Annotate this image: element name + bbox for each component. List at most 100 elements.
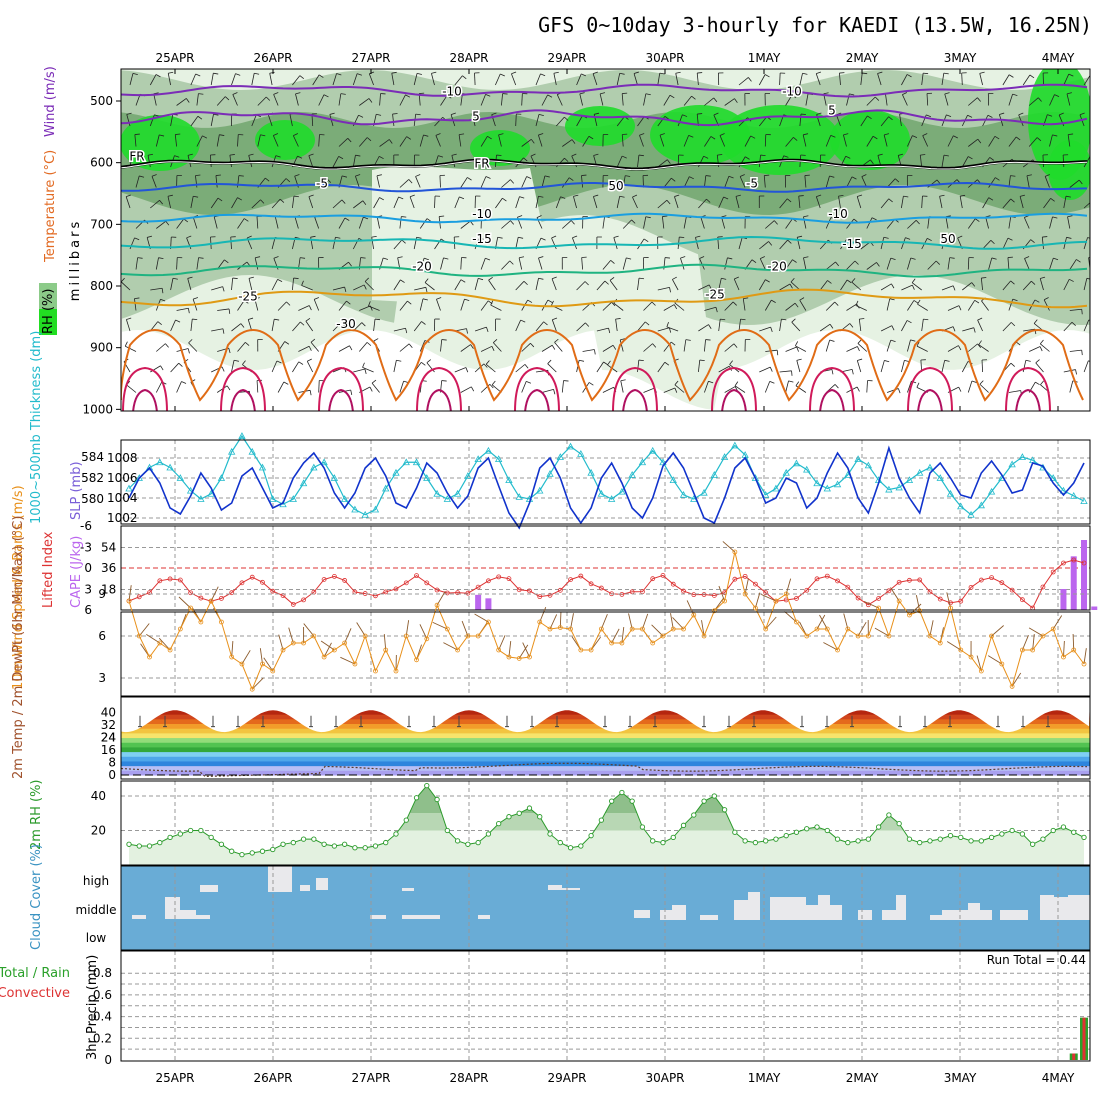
wind-barb-shaft [637, 116, 645, 127]
wind-barb-shaft [495, 73, 501, 86]
li-point [999, 580, 1005, 586]
wind-barb-shaft [968, 343, 978, 352]
wind-barb-feather [794, 341, 799, 346]
temp-band [121, 760, 1090, 767]
wind-barb-feather [254, 297, 260, 300]
rh-point [485, 831, 492, 837]
wind-barb-shaft [170, 278, 174, 291]
wind-barb-feather [511, 71, 517, 75]
bottom-date-labels: 25APR 26APR 27APR 28APR 29APR 30APR 1MAY… [155, 1071, 1074, 1085]
wind-barb-shaft [921, 195, 923, 209]
wind-barb-shaft [785, 218, 793, 229]
rh-point [567, 845, 574, 851]
wind-speed-point [280, 647, 286, 653]
wind-barb-feather [748, 77, 752, 82]
thickness-point [320, 458, 328, 466]
wind-barb-shaft [419, 340, 426, 352]
wind-barb-shaft [967, 218, 976, 229]
freezing-level-inner [121, 160, 1088, 171]
wind-barb-feather [471, 386, 475, 392]
wind-speed-point [393, 668, 399, 674]
wind-barb-shaft [1063, 369, 1076, 373]
thickness-point [751, 474, 760, 481]
wind-barb [987, 655, 1003, 665]
wind-barb-shaft [413, 321, 422, 332]
isotherm-hot-inner [426, 388, 452, 411]
wind-barb-feather [538, 277, 544, 280]
thickness-point [556, 453, 564, 460]
wind-barb-feather [664, 361, 670, 366]
wind-barb-feather [619, 72, 625, 75]
wind-barb-shaft [134, 298, 137, 311]
wind-barb-shaft [724, 386, 736, 393]
wind-barb-feather [673, 304, 678, 310]
isotherm-hot [220, 366, 266, 411]
wind-barb-feather [186, 235, 192, 239]
wind-barb-shaft [633, 73, 638, 86]
cloud-block [402, 915, 440, 919]
wind-barb-feather [958, 386, 962, 392]
li-point [136, 594, 142, 600]
wind-barb-shaft [704, 97, 714, 106]
li-point [486, 578, 491, 584]
wind-barb-shaft [399, 136, 407, 147]
wind-barb-shaft [1008, 390, 1021, 393]
wind-barb [158, 637, 171, 651]
wind-barb-feather [538, 113, 544, 116]
wind-barb-feather [215, 174, 221, 176]
top-date-label: 26APR [253, 51, 292, 65]
wind-barb-feather [770, 327, 773, 333]
wind-barb-feather [666, 159, 671, 164]
wind-barb-feather [857, 358, 863, 361]
thickness-point [392, 468, 400, 476]
wind-barb [340, 656, 356, 665]
temp-tick-label: 24 [101, 731, 116, 745]
wind-barb-feather [974, 300, 980, 304]
thickness-point [854, 455, 862, 462]
wind-barb-feather [485, 176, 491, 179]
li-point [814, 576, 820, 582]
wind-barb-feather [771, 299, 776, 303]
wind-barb-shaft [167, 73, 171, 86]
thickness-point [885, 485, 893, 493]
wind-barb-feather [713, 97, 718, 103]
wind-barb-feather [286, 301, 291, 306]
wind-barb [946, 641, 962, 651]
wind-barb [461, 620, 469, 637]
wind-barb-shaft [415, 176, 421, 188]
wind-barb-shaft [988, 177, 996, 188]
wind-barb-shaft [1028, 137, 1038, 147]
wind-barb-feather [999, 112, 1005, 115]
rh-point [917, 839, 923, 846]
wind-barb-shaft [126, 384, 137, 393]
cape-bar [1060, 589, 1067, 610]
wind-speed-point [711, 608, 717, 614]
wind-barb [946, 592, 951, 609]
wind-barb-shaft [866, 136, 874, 147]
wind-barb-feather [238, 175, 244, 177]
temperature-label: -25 [705, 287, 725, 301]
li-point [876, 596, 882, 601]
wind-barb-shaft [149, 74, 157, 86]
freezing-level [121, 158, 1088, 171]
bottom-date-label: 2MAY [846, 1071, 879, 1085]
wind-barb-feather [520, 319, 526, 323]
wind-barb-shaft [167, 196, 171, 209]
rh-high-blob [830, 110, 910, 170]
precip-tick-label: 0.6 [93, 988, 112, 1002]
wind-barb-shaft [332, 286, 345, 291]
thickness-point [340, 495, 349, 502]
li-point [1061, 560, 1066, 566]
wind-barb-shaft [1022, 280, 1032, 291]
wind-barb-feather [538, 133, 544, 136]
wind-barb-shaft [866, 96, 876, 106]
wind-barb [1083, 648, 1087, 665]
wind-barb-feather [467, 177, 472, 181]
rh-high-blob [565, 106, 635, 146]
wind-barb-shaft [1043, 198, 1051, 209]
wind-barb-feather [588, 135, 594, 140]
wind-barb-feather [547, 359, 552, 364]
temperature-label: -10 [472, 207, 492, 221]
wind-barb-shaft [1083, 202, 1090, 209]
